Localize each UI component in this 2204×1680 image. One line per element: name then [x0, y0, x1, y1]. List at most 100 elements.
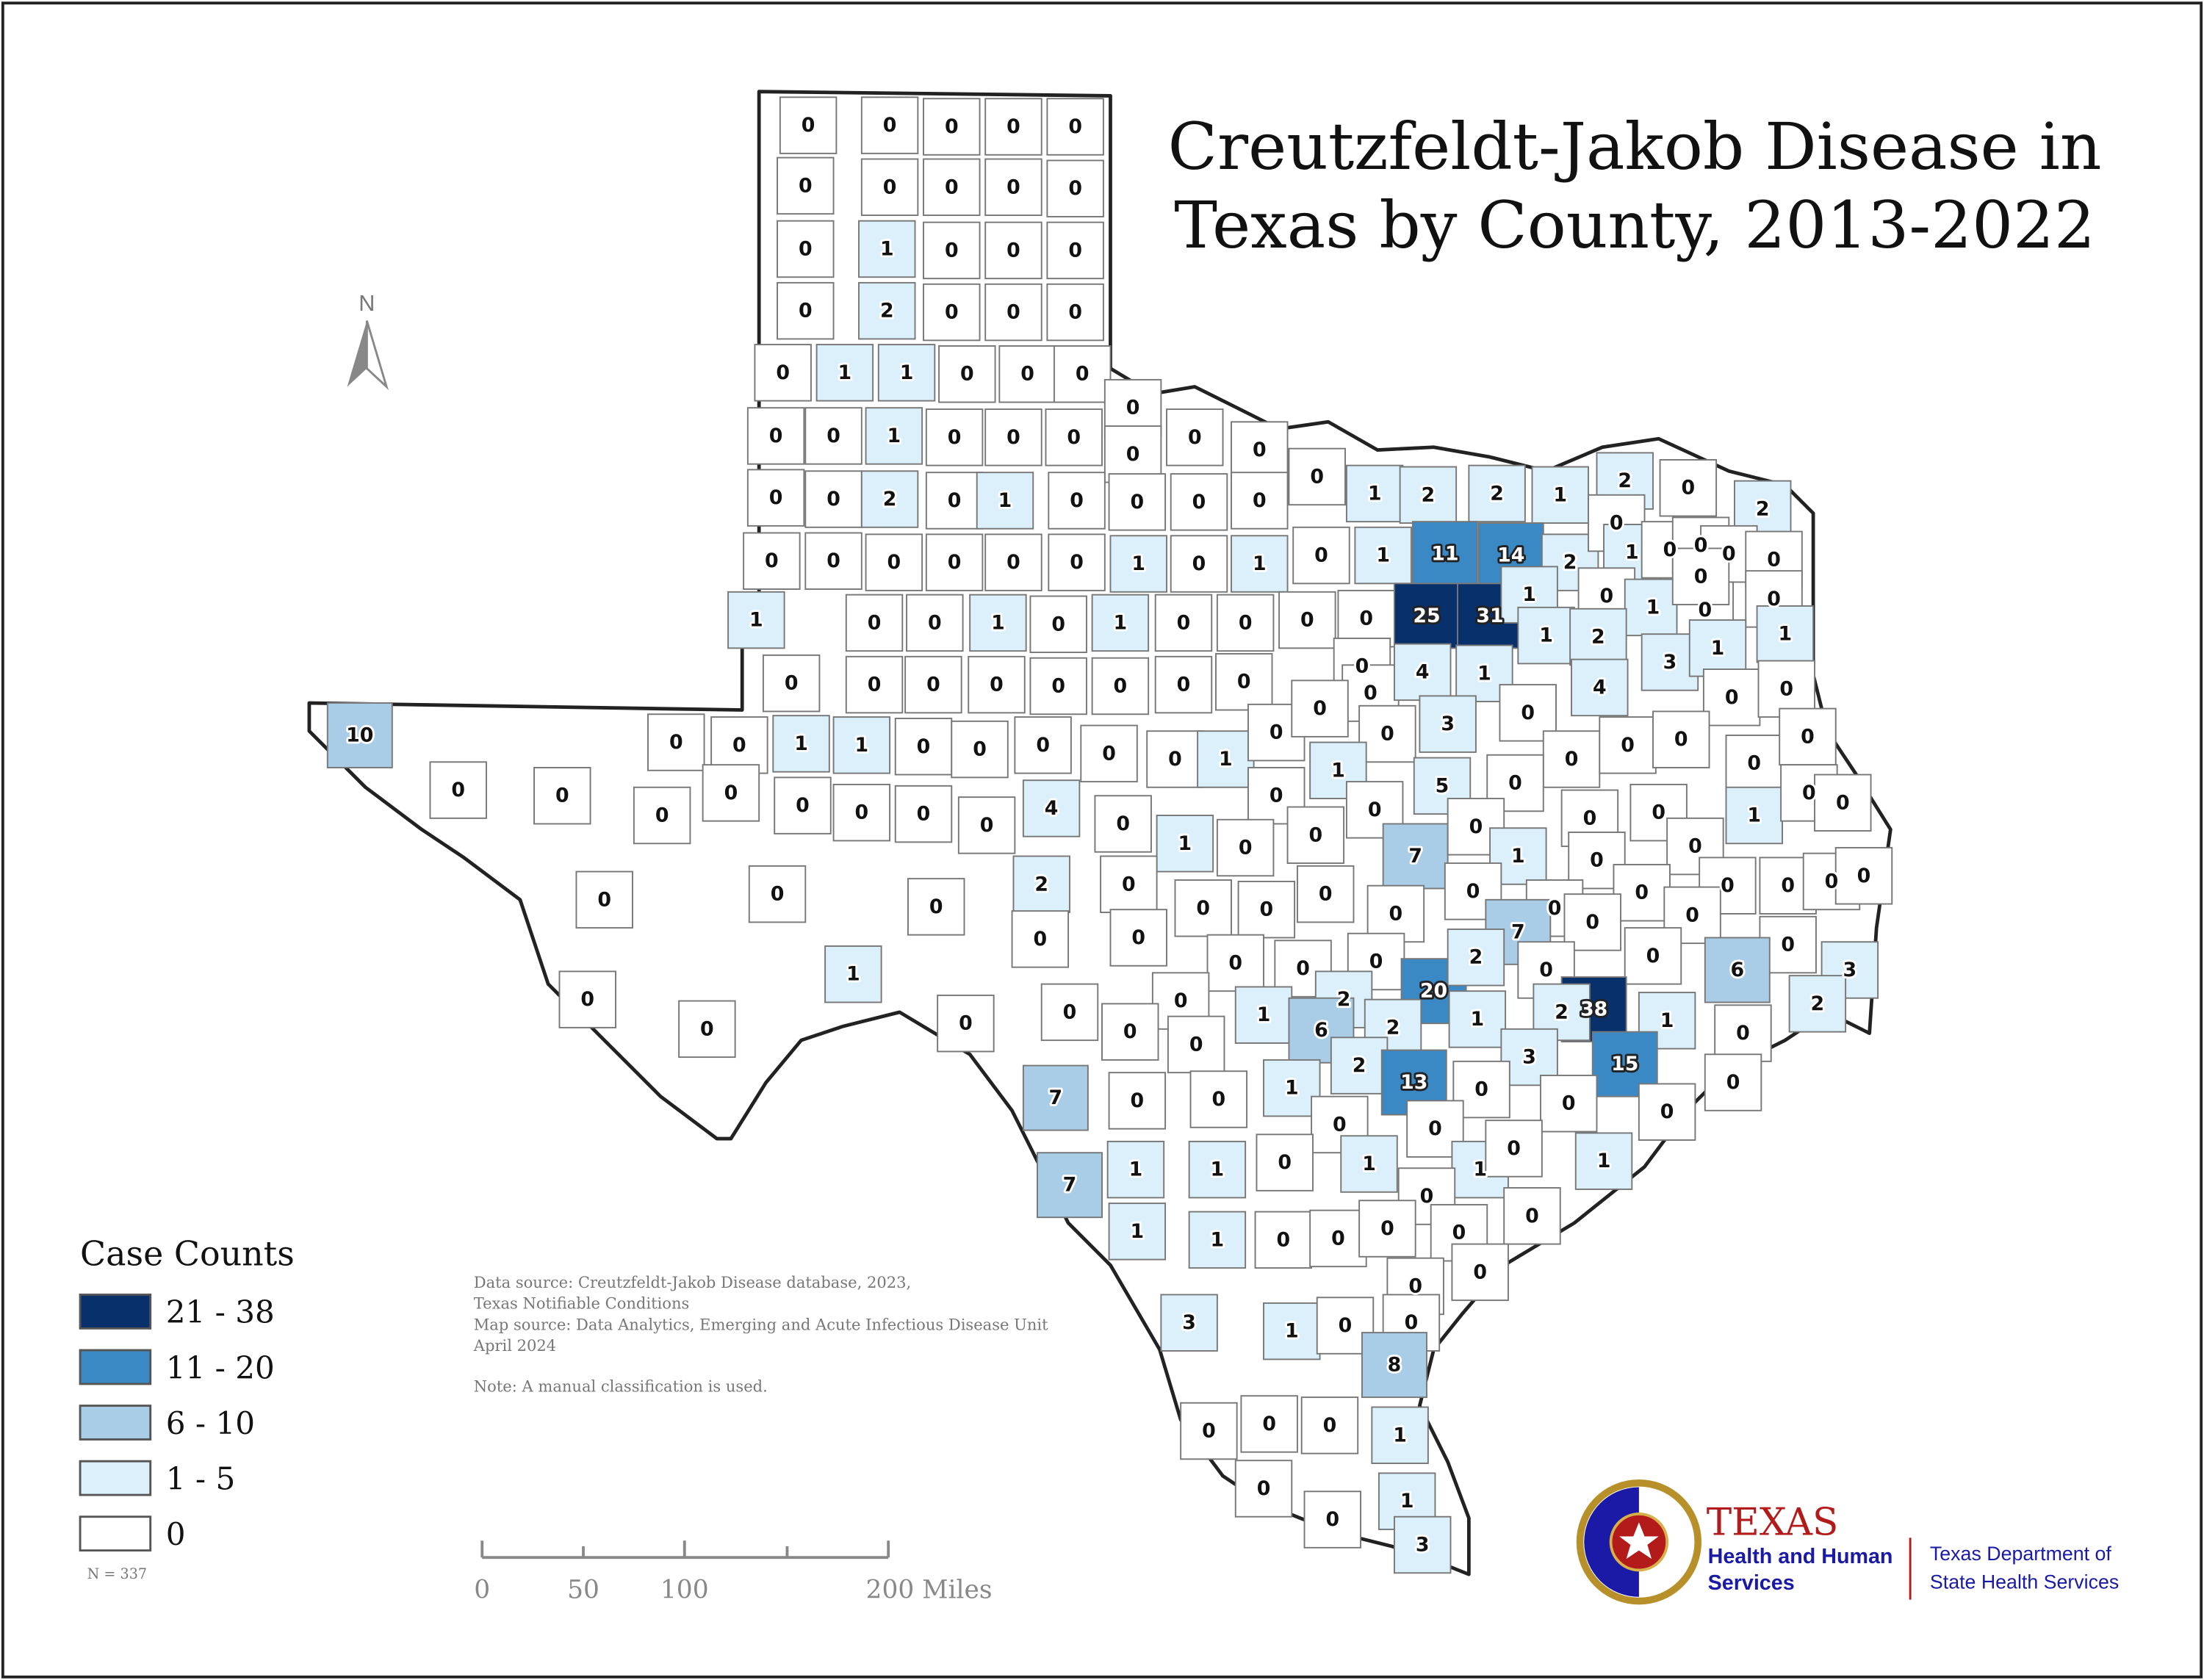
county-count-label: 1: [1473, 1158, 1487, 1181]
county-shape: [1779, 707, 1837, 766]
county-count-label: 0: [1355, 655, 1369, 678]
county-count-label: 0: [1694, 565, 1708, 588]
county-count-label: 1: [1597, 1150, 1611, 1172]
county-count-label: 0: [1610, 512, 1624, 535]
county-shape: [923, 98, 981, 156]
county-shape: [1702, 668, 1761, 727]
title-line-1: Creutzfeldt-Jakob Disease in: [1168, 109, 2102, 184]
county-count-label: 0: [1068, 177, 1082, 200]
county-count-label: 0: [1380, 723, 1394, 746]
county-shape: [1263, 1302, 1321, 1360]
county-count-label: 0: [1726, 1071, 1740, 1094]
county-count-label: 2: [1386, 1016, 1400, 1039]
county-count-label: 1: [1747, 804, 1761, 827]
county-count-label: 0: [1694, 534, 1708, 557]
county-count-label: 0: [1408, 1275, 1422, 1297]
county-shape: [1037, 1152, 1103, 1219]
county-count-label: 7: [1408, 845, 1422, 868]
county-shape: [1659, 459, 1718, 517]
county-shape: [1029, 657, 1087, 715]
county-count-label: 0: [1076, 363, 1090, 386]
county-count-label: 1: [1178, 832, 1192, 855]
county-shape: [1263, 1059, 1321, 1117]
county-shape: [1411, 521, 1478, 588]
county-shape: [1652, 710, 1710, 768]
title-line-2: Texas by County, 2013-2022: [1174, 187, 2095, 263]
legend-label: 0: [166, 1516, 186, 1552]
legend-swatch: [79, 1515, 152, 1552]
county-count-label: 0: [1314, 544, 1328, 567]
county-count-label: 0: [1034, 928, 1048, 951]
logo-dshs-line-1: Texas Department of: [1930, 1543, 2112, 1565]
county-shape: [1419, 695, 1477, 753]
county-count-label: 0: [1802, 782, 1816, 804]
county-shape: [1291, 679, 1349, 738]
county-count-label: 1: [838, 361, 852, 384]
county-shape: [754, 344, 812, 402]
county-shape: [1206, 934, 1264, 992]
county-count-label: 2: [1469, 946, 1483, 969]
county-count-label: 0: [826, 425, 840, 447]
county-count-label: 1: [1522, 583, 1536, 606]
logo-texas: TEXAS: [1707, 1501, 1839, 1545]
county-count-label: 0: [1006, 551, 1020, 574]
county-count-label: 2: [1422, 483, 1436, 506]
county-count-label: 0: [990, 674, 1004, 696]
county-shape: [1451, 1243, 1509, 1302]
logo-hhs-line-2: Health and Human: [1708, 1545, 1893, 1568]
county-shape: [804, 470, 862, 528]
county-shape: [925, 472, 984, 530]
county-count-label: 0: [1102, 742, 1116, 765]
county-count-label: 0: [1331, 1227, 1345, 1250]
county-count-label: 0: [1652, 801, 1665, 824]
county-shape: [858, 281, 916, 340]
county-count-label: 2: [883, 488, 897, 511]
county-shape: [1834, 847, 1893, 905]
county-count-label: 1: [880, 237, 894, 260]
county-count-label: 4: [1593, 676, 1607, 699]
county-shape: [1517, 606, 1575, 665]
county-count-label: 1: [1131, 552, 1145, 575]
county-count-label: 0: [1525, 1205, 1539, 1227]
county-count-label: 20: [1420, 980, 1447, 1003]
county-shape: [1101, 1003, 1159, 1061]
county-count-label: 0: [1131, 926, 1145, 949]
county-shape: [832, 716, 891, 774]
county-shape: [762, 654, 821, 713]
county-shape: [984, 283, 1042, 342]
note-line-2: Texas Notifiable Conditions: [474, 1294, 690, 1313]
county-shape: [824, 945, 882, 1003]
county-count-label: 0: [1237, 671, 1251, 693]
county-count-label: 0: [855, 801, 869, 824]
county-shape: [1091, 657, 1150, 715]
county-shape: [865, 407, 923, 465]
county-count-label: 0: [1565, 748, 1579, 771]
county-count-label: 0: [945, 115, 959, 138]
county-count-label: 3: [1416, 1534, 1430, 1557]
county-count-label: 0: [1646, 945, 1660, 967]
county-shape: [906, 594, 964, 652]
county-shape: [1174, 879, 1232, 937]
county-shape: [984, 98, 1042, 156]
county-shape: [1358, 704, 1416, 763]
county-count-label: 1: [794, 732, 808, 755]
county-count-label: 2: [1490, 482, 1504, 505]
county-count-label: 2: [1811, 992, 1825, 1015]
county-count-label: 25: [1413, 605, 1440, 627]
county-count-label: 1: [1553, 483, 1567, 506]
county-count-label: 1: [855, 734, 869, 757]
county-count-label: 1: [1131, 1220, 1145, 1243]
county-shape: [1109, 535, 1167, 593]
county-count-label: 0: [1177, 611, 1191, 634]
county-shape: [558, 970, 616, 1028]
county-shape: [1296, 865, 1355, 923]
county-count-label: 2: [1555, 1001, 1569, 1023]
county-count-label: 0: [1189, 1033, 1203, 1056]
county-shape: [1624, 927, 1682, 985]
county-count-label: 0: [1767, 588, 1781, 610]
county-shape: [968, 655, 1026, 714]
county-shape: [1154, 594, 1213, 652]
north-arrow: N: [347, 291, 389, 391]
county-count-label: 1: [1471, 1008, 1485, 1031]
county-shape: [804, 532, 862, 590]
